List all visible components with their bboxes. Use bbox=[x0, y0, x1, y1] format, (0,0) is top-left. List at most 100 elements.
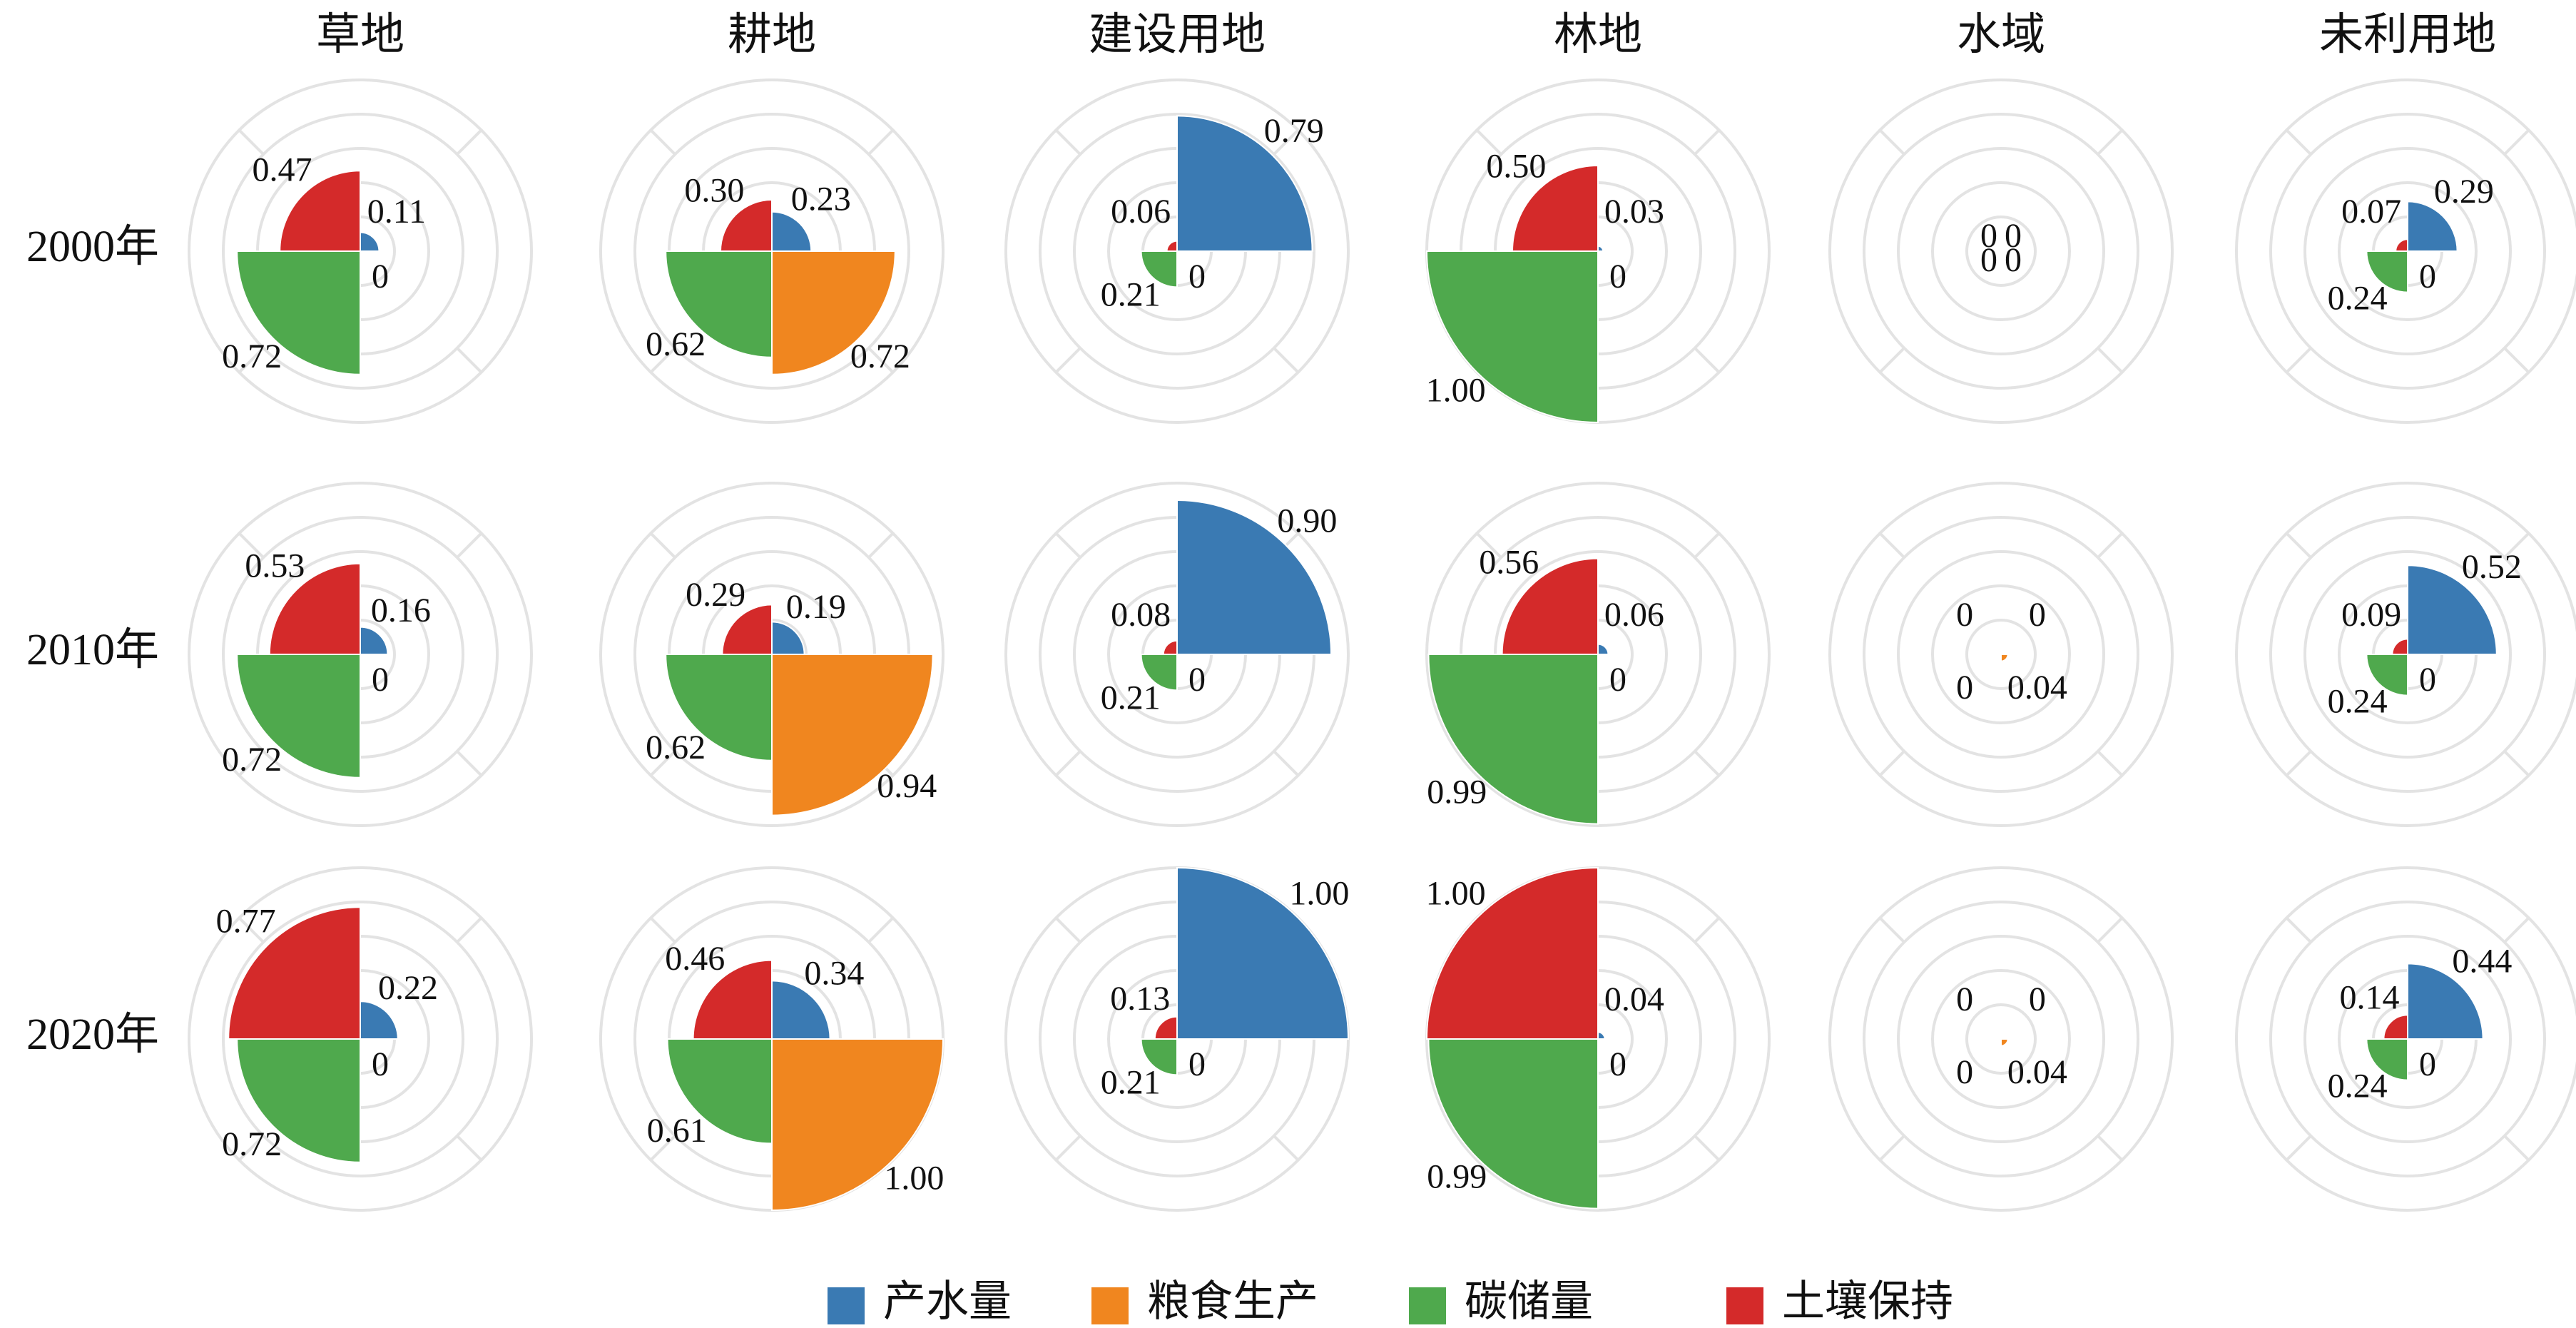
value-label-soil-retention: 0.13 bbox=[1110, 980, 1170, 1018]
bar-water-yield bbox=[360, 626, 389, 655]
grid-spoke bbox=[2285, 128, 2312, 156]
row-header-2: 2020年 bbox=[26, 1010, 159, 1059]
bar-soil-retention bbox=[279, 170, 361, 252]
value-label-zero: 0 bbox=[372, 1045, 389, 1083]
grid-ring bbox=[599, 482, 945, 827]
grid-ring bbox=[1039, 113, 1315, 390]
grid-ring bbox=[633, 113, 910, 390]
grid-spoke bbox=[1694, 750, 1721, 777]
value-label-food-production: 0 bbox=[2005, 241, 2022, 279]
grid-spoke bbox=[456, 750, 483, 777]
grid-ring bbox=[1425, 482, 1771, 827]
column-header-5: 未利用地 bbox=[2319, 11, 2496, 59]
value-label-carbon-storage: 0 bbox=[1956, 669, 1973, 706]
value-label-carbon-storage: 0 bbox=[1956, 1053, 1973, 1091]
value-label-water-yield: 1.00 bbox=[1289, 875, 1349, 913]
bar-water-yield bbox=[1176, 866, 1350, 1040]
grid-ring bbox=[1004, 78, 1350, 424]
grid-spoke bbox=[1054, 916, 1081, 943]
grid-spoke bbox=[2285, 750, 2312, 777]
grid-spoke bbox=[238, 128, 265, 156]
bar-water-yield bbox=[771, 980, 831, 1040]
bar-carbon-storage bbox=[1427, 1038, 1599, 1210]
grid-spoke bbox=[238, 532, 265, 559]
value-label-water-yield: 0 bbox=[2029, 980, 2046, 1018]
grid-spoke bbox=[2097, 128, 2124, 156]
panel-1-1: 0.19 0.94 0.62 0.29 bbox=[599, 482, 945, 827]
value-label-water-yield: 0.06 bbox=[1604, 596, 1664, 634]
bar-soil-retention bbox=[268, 562, 361, 655]
bar-carbon-storage bbox=[666, 1038, 773, 1145]
grid-spoke bbox=[2285, 347, 2312, 374]
value-label-zero: 0 bbox=[372, 258, 389, 295]
panel-0-0: 0.11 0.72 0.47 0 bbox=[188, 78, 533, 424]
grid-ring bbox=[1004, 482, 1350, 827]
panel-2-2: 1.00 0.21 0.13 0 bbox=[1004, 866, 1350, 1212]
value-label-soil-retention: 0.30 bbox=[684, 171, 744, 209]
bar-water-yield bbox=[1597, 245, 1604, 252]
grid-spoke bbox=[456, 916, 483, 943]
grid-spoke bbox=[2097, 347, 2124, 374]
bar-water-yield bbox=[1176, 499, 1333, 655]
value-label-soil-retention: 0 bbox=[1956, 596, 1973, 634]
grid-spoke bbox=[2097, 532, 2124, 559]
legend-swatch-soil-retention bbox=[1726, 1287, 1763, 1324]
panel-1-3: 0.06 0.99 0.56 0 bbox=[1425, 482, 1771, 827]
grid-ring bbox=[1863, 901, 2139, 1177]
value-label-zero: 0 bbox=[1188, 661, 1206, 699]
value-label-zero: 0 bbox=[1188, 1045, 1206, 1083]
grid-spoke bbox=[1475, 532, 1502, 559]
grid-spoke bbox=[1694, 532, 1721, 559]
grid-spoke bbox=[1878, 347, 1905, 374]
grid-ring bbox=[188, 482, 533, 827]
grid-spoke bbox=[1694, 916, 1721, 943]
column-header-0: 草地 bbox=[316, 11, 404, 59]
bar-water-yield bbox=[2407, 201, 2458, 252]
value-label-soil-retention: 0 bbox=[1956, 980, 1973, 1018]
value-label-water-yield: 0.22 bbox=[378, 969, 438, 1007]
bar-soil-retention bbox=[228, 906, 361, 1040]
bar-soil-retention bbox=[2383, 1014, 2408, 1040]
panel-1-0: 0.16 0.72 0.53 0 bbox=[188, 482, 533, 827]
bar-carbon-storage bbox=[665, 654, 773, 761]
grid-ring bbox=[1965, 216, 2037, 287]
grid-spoke bbox=[2503, 347, 2530, 374]
value-label-food-production: 0.94 bbox=[877, 767, 937, 805]
grid-ring bbox=[2269, 113, 2546, 390]
grid-ring bbox=[599, 78, 945, 424]
value-label-soil-retention: 0.06 bbox=[1111, 193, 1171, 230]
bar-water-yield bbox=[360, 231, 380, 252]
value-label-carbon-storage: 0 bbox=[1980, 241, 1997, 279]
value-label-carbon-storage: 1.00 bbox=[1426, 371, 1486, 409]
value-label-water-yield: 0.90 bbox=[1277, 502, 1337, 540]
value-label-water-yield: 0.23 bbox=[791, 180, 851, 218]
bar-water-yield bbox=[2407, 963, 2484, 1040]
bar-soil-retention bbox=[721, 604, 773, 655]
value-label-soil-retention: 0.53 bbox=[245, 547, 305, 584]
grid-spoke bbox=[456, 532, 483, 559]
bar-water-yield bbox=[771, 211, 813, 252]
value-label-water-yield: 0.44 bbox=[2452, 943, 2512, 980]
panel-0-2: 0.79 0.21 0.06 0 bbox=[1004, 78, 1350, 424]
grid-spoke bbox=[1878, 750, 1905, 777]
value-label-water-yield: 0 bbox=[2005, 217, 2022, 255]
grid-spoke bbox=[1878, 916, 1905, 943]
grid-spoke bbox=[867, 916, 895, 943]
grid-spoke bbox=[238, 347, 265, 374]
grid-ring bbox=[2303, 147, 2512, 355]
value-label-soil-retention: 0.50 bbox=[1486, 147, 1546, 185]
grid-spoke bbox=[867, 347, 895, 374]
grid-ring bbox=[1863, 516, 2139, 793]
grid-spoke bbox=[238, 916, 265, 943]
bar-carbon-storage bbox=[236, 654, 361, 779]
legend-swatch-food-production bbox=[1091, 1287, 1129, 1324]
value-label-zero: 0 bbox=[1188, 258, 1206, 295]
grid-spoke bbox=[1694, 1135, 1721, 1162]
value-label-water-yield: 0.11 bbox=[367, 193, 426, 230]
value-label-soil-retention: 1.00 bbox=[1426, 875, 1486, 913]
grid-ring bbox=[1828, 78, 2174, 424]
grid-spoke bbox=[2097, 750, 2124, 777]
value-label-soil-retention: 0.46 bbox=[665, 940, 725, 978]
legend-swatch-carbon-storage bbox=[1409, 1287, 1446, 1324]
